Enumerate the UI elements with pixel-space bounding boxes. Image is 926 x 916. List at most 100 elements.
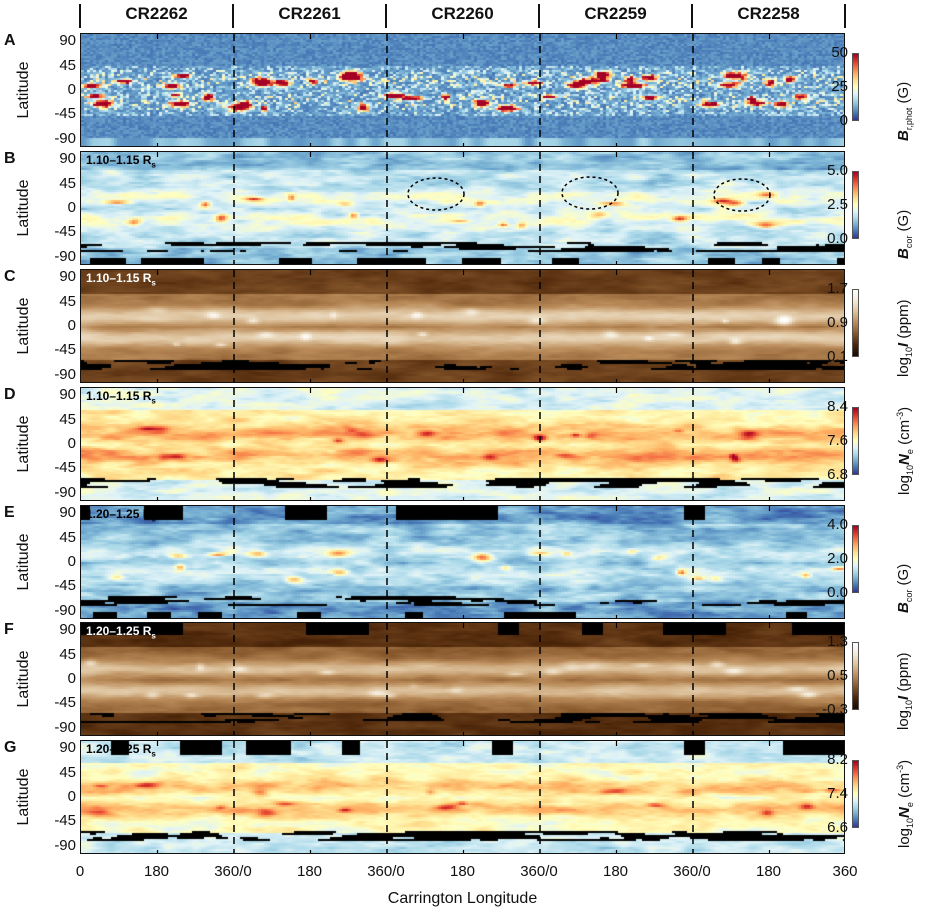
colorbar [852, 642, 859, 710]
colorbar-tick-label: 0 [839, 112, 848, 129]
cr-label: CR2260 [431, 4, 494, 23]
panel-overlay [156, 152, 771, 264]
cr-boundary-tick [844, 4, 846, 28]
colorbar-title-sub: e [905, 802, 915, 808]
colorbar-title-var: I [895, 342, 912, 347]
colorbar-tick-label: 2.5 [827, 196, 848, 213]
colorbar-title-prefix-sub: 10 [904, 346, 914, 357]
colorbar-tick-label: 2.0 [827, 550, 848, 567]
latitude-tick-label: -90 [54, 483, 76, 501]
colorbar-tick-label: 4.0 [827, 516, 848, 533]
colorbar-title: Bcor (G) [895, 210, 914, 259]
longitude-tick-label: 180 [602, 863, 629, 880]
radius-unit-subscript: s [151, 631, 156, 641]
radius-unit-subscript: s [151, 514, 156, 524]
heatmap-panel-c: 1.10–1.15 Rs [80, 269, 845, 383]
colorbar [852, 407, 859, 475]
latitude-tick-label: 45 [59, 763, 76, 781]
x-axis-label: Carrington Longitude [387, 890, 538, 907]
latitude-tick-label: 0 [67, 670, 76, 687]
heatmap-cells [81, 152, 844, 264]
radius-range-text: 1.10–1.15 R [86, 389, 152, 403]
colorbar [852, 53, 859, 121]
colorbar-title-var: N [896, 807, 913, 818]
colorbar-title-prefix: log [895, 709, 912, 730]
latitude-tick-label: -45 [54, 812, 76, 830]
latitude-tick-label: -90 [54, 129, 76, 147]
colorbar-tick-label: 7.6 [827, 432, 848, 449]
colorbar-title-unit: (G) [895, 209, 912, 236]
colorbar-title-sup: -3 [895, 764, 905, 773]
colorbar-title-unit: (cm [896, 419, 913, 450]
heatmap-panel-a [80, 33, 845, 147]
heatmap-cells [81, 741, 844, 853]
heatmap-panel-d: 1.10–1.15 Rs [80, 387, 845, 501]
colorbar-tick-label: 6.8 [827, 466, 848, 483]
colorbar-tick-label: 0.0 [827, 584, 848, 601]
latitude-tick-label: 90 [59, 268, 76, 286]
colorbar-title-unit: (cm [896, 772, 913, 803]
colorbar-tick-label: 6.6 [827, 819, 848, 836]
radius-range-label: 1.10–1.15 Rs [86, 389, 156, 405]
radius-range-text: 1.20–1.25 R [86, 742, 152, 756]
panel-letter: E [4, 504, 15, 521]
colorbar-title-sub: r,phot [904, 107, 914, 131]
region-highlight-ellipse [561, 176, 619, 210]
colorbar-tick-label: 0.5 [827, 667, 848, 684]
colorbar-title-prefix: log [896, 474, 913, 495]
colorbar-title-unit: (ppm) [895, 299, 912, 343]
colorbar-title: log10Ne (cm-3) [895, 407, 915, 495]
panel-letter: D [4, 386, 16, 403]
latitude-tick-label: 90 [59, 739, 76, 757]
latitude-tick-label: 0 [67, 199, 76, 216]
y-axis-label: Latitude [15, 650, 32, 708]
colorbar-tick-label: 8.2 [827, 751, 848, 768]
cr-boundary-tick [79, 4, 81, 28]
latitude-tick-label: 45 [59, 174, 76, 192]
latitude-tick-label: 90 [59, 621, 76, 639]
cr-label: CR2261 [278, 4, 341, 23]
cr-label: CR2258 [737, 4, 800, 23]
y-axis-label: Latitude [15, 179, 32, 237]
colorbar-title-prefix-sub: 10 [904, 699, 914, 710]
latitude-tick-label: -45 [54, 223, 76, 241]
longitude-tick-label: 0 [75, 863, 85, 880]
radius-range-text: 1.20–1.25 R [86, 624, 152, 638]
latitude-tick-label: 90 [59, 386, 76, 404]
panel-overlay [156, 270, 771, 382]
colorbar-title-unit-end: ) [896, 759, 913, 765]
panel-overlay [156, 623, 771, 735]
colorbar-title-unit: (G) [895, 563, 912, 590]
latitude-tick-label: -45 [54, 341, 76, 359]
latitude-tick-label: 0 [67, 788, 76, 805]
colorbar-tick-label: 5.0 [827, 162, 848, 179]
colorbar-title-sub: e [905, 449, 915, 455]
panel-overlay [156, 388, 771, 500]
latitude-tick-label: -45 [54, 694, 76, 712]
colorbar-title-prefix-sub: 10 [905, 464, 915, 475]
panel-overlay [156, 741, 771, 853]
radius-range-label: 1.10–1.15 Rs [86, 153, 156, 169]
colorbar-title: log10I (ppm) [895, 652, 914, 730]
panel-letter: G [4, 739, 17, 756]
latitude-tick-label: -90 [54, 836, 76, 854]
cr-boundary-tick [691, 4, 693, 28]
latitude-tick-label: 0 [67, 81, 76, 98]
latitude-tick-label: -90 [54, 601, 76, 619]
colorbar-title-prefix-sub: 10 [905, 817, 915, 828]
colorbar-title-prefix: log [896, 827, 913, 848]
colorbar-title-unit: (G) [895, 81, 912, 108]
panel-letter: C [4, 268, 16, 285]
colorbar-title: log10I (ppm) [895, 299, 914, 377]
radius-unit-subscript: s [151, 396, 156, 406]
colorbar-title: Br,phot (G) [895, 82, 914, 141]
panel-letter: B [4, 150, 16, 167]
latitude-tick-label: 45 [59, 645, 76, 663]
cr-boundary-tick [385, 4, 387, 28]
latitude-tick-label: 45 [59, 528, 76, 546]
latitude-tick-label: 90 [59, 504, 76, 522]
latitude-tick-label: -45 [54, 577, 76, 595]
panel-overlay [156, 34, 771, 146]
latitude-tick-label: 45 [59, 292, 76, 310]
